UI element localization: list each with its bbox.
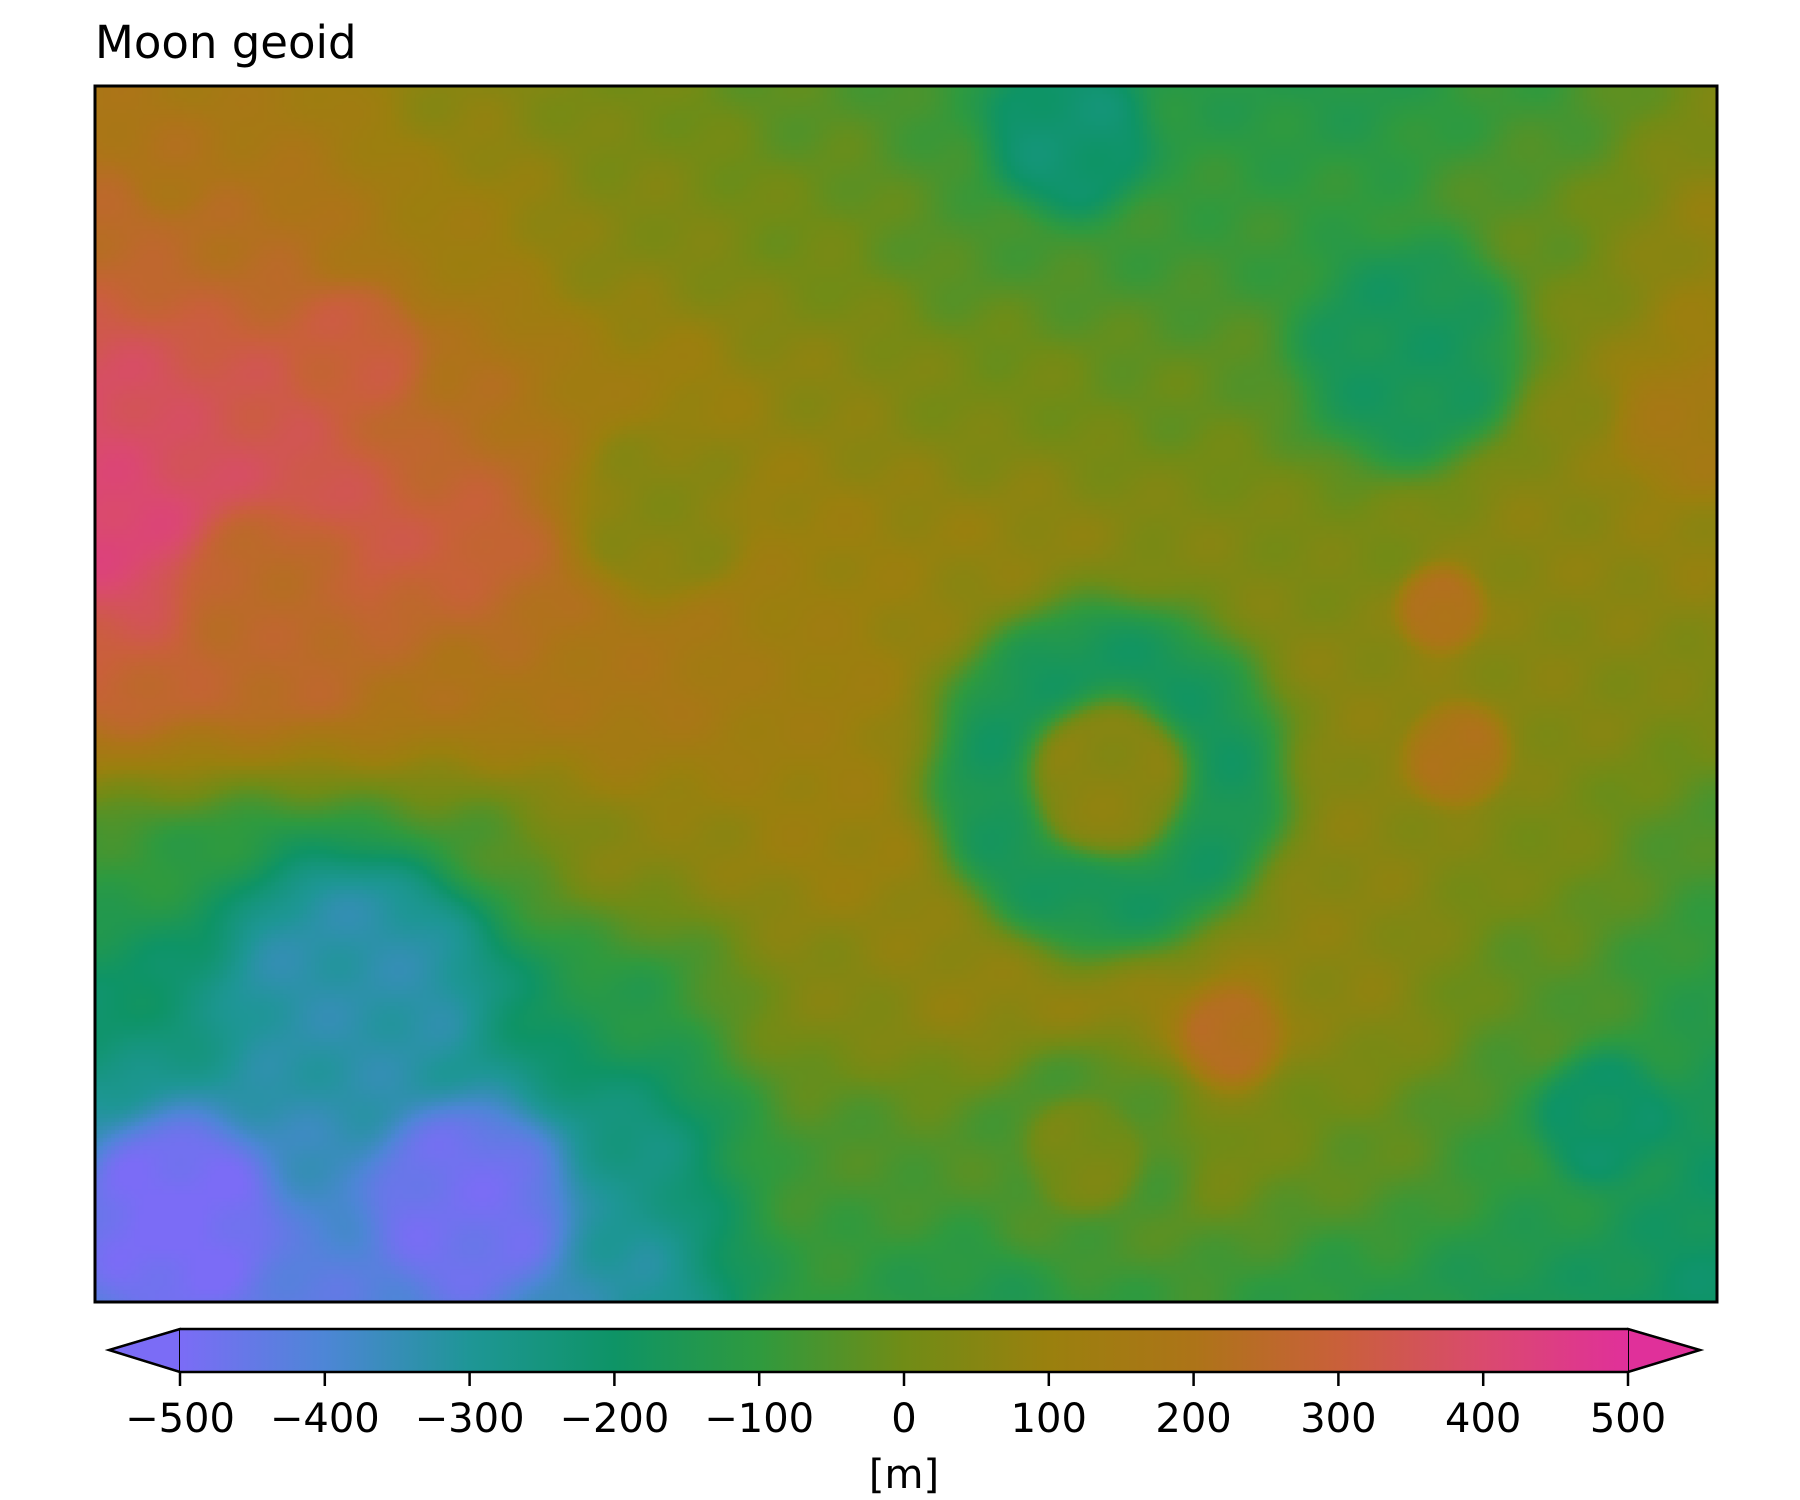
colorbar-tick-label: −200 [559, 1396, 669, 1442]
colorbar-tick-label: −400 [270, 1396, 380, 1442]
colorbar-tick-label: −300 [415, 1396, 525, 1442]
colorbar-label: [m] [869, 1452, 939, 1498]
colorbar-tick-label: −500 [125, 1396, 235, 1442]
colorbar-extend-high [1627, 1327, 1704, 1374]
colorbar-tick-label: 400 [1445, 1396, 1521, 1442]
map-frame [93, 84, 1719, 1304]
geoid-map [93, 84, 1719, 1304]
colorbar-tick-label: 200 [1155, 1396, 1231, 1442]
colorbar-tick-label: −100 [704, 1396, 814, 1442]
colorbar-extend-low [105, 1327, 181, 1374]
chart-title: Moon geoid [95, 16, 357, 69]
colorbar-tick-label: 0 [891, 1396, 916, 1442]
colorbar-tick-label: 100 [1011, 1396, 1087, 1442]
geoid-raster [95, 86, 1717, 1302]
colorbar-body [180, 1329, 1628, 1372]
colorbar-tick-label: 500 [1590, 1396, 1666, 1442]
colorbar: −500 −400 −300 −200 −100 0 100 200 300 400 500 [m] [104, 1327, 1705, 1498]
colorbar-tick-label: 300 [1300, 1396, 1376, 1442]
